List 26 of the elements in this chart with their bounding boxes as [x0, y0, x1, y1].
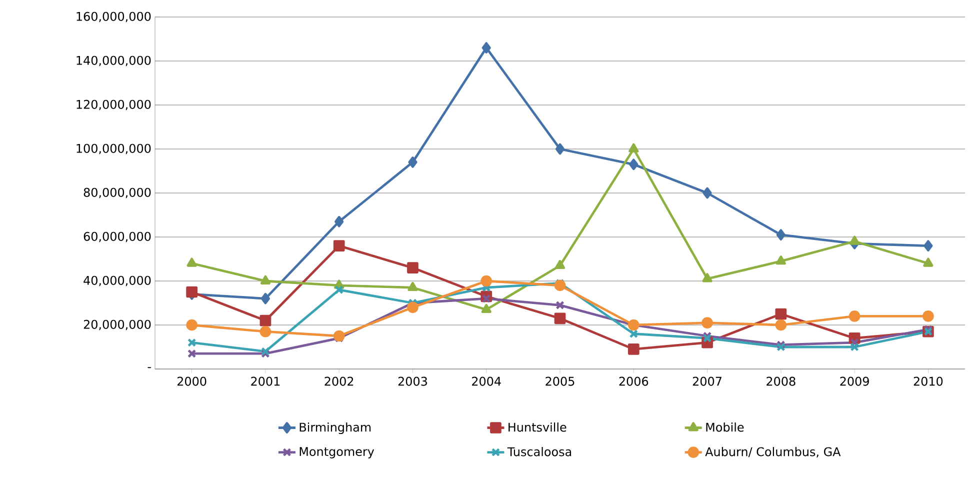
x-tick-label: 2004 [472, 376, 501, 386]
x-tick-label: 2002 [324, 376, 354, 386]
y-tick-label: 20,000,000 [84, 320, 151, 330]
x-tick-label: 2005 [546, 376, 574, 386]
legend-label: Birmingham [300, 422, 371, 434]
y-tick-label: - [148, 367, 151, 368]
legend-label: Tuscaloosa [507, 446, 572, 456]
y-tick-label: 80,000,000 [84, 188, 151, 198]
x-tick-label: 2008 [766, 376, 796, 386]
legend-label: Auburn/ Columbus, GA [705, 446, 841, 458]
x-tick-label: 2010 [914, 376, 943, 386]
y-tick-label: 120,000,000 [76, 100, 151, 110]
legend-label: Montgomery [300, 447, 374, 458]
x-tick-label: 2003 [398, 376, 427, 386]
y-tick-label: 140,000,000 [76, 56, 151, 66]
y-tick-label: 100,000,000 [76, 144, 151, 154]
y-tick-label: 160,000,000 [76, 12, 151, 22]
legend-label: Mobile [706, 422, 744, 432]
x-tick-label: 2007 [692, 376, 722, 386]
y-tick-label: 40,000,000 [84, 276, 151, 286]
x-tick-label: 2001 [251, 376, 280, 386]
y-tick-label: 60,000,000 [84, 232, 151, 242]
legend-label: Huntsville [508, 422, 566, 432]
x-tick-label: 2006 [619, 376, 648, 386]
x-tick-label: 2009 [840, 376, 869, 386]
x-tick-label: 2000 [177, 376, 206, 386]
